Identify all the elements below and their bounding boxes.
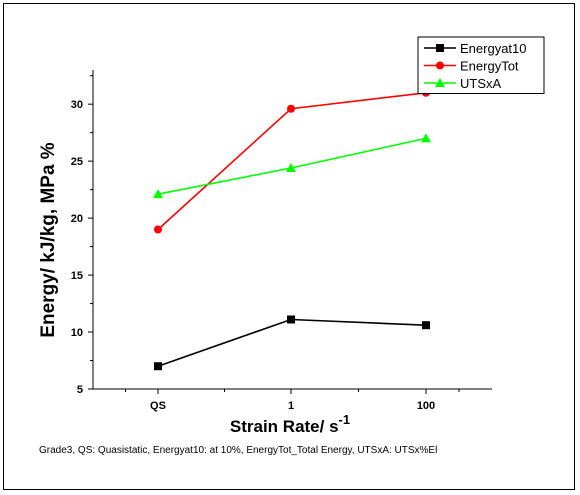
legend-marker bbox=[435, 78, 445, 87]
axes: 5 10 15 20 25 30 QS 1 100 bbox=[71, 70, 492, 412]
legend-label: UTSxA bbox=[460, 76, 502, 91]
chart-caption: Grade3, QS: Quasistatic, Energyat10: at … bbox=[39, 445, 437, 456]
y-tick-label: 10 bbox=[71, 327, 83, 339]
y-tick-label: 25 bbox=[71, 156, 83, 168]
y-tick-label: 15 bbox=[71, 270, 83, 282]
legend-label: EnergyTot bbox=[460, 59, 519, 74]
x-tick-label: 1 bbox=[288, 400, 294, 412]
data-point-energyat10 bbox=[422, 321, 430, 330]
x-axis-title-superscript: -1 bbox=[339, 412, 351, 427]
data-point-utsxa bbox=[286, 162, 296, 172]
legend-marker bbox=[436, 44, 444, 52]
series-line-energyat10 bbox=[157, 318, 427, 367]
series-layer bbox=[153, 88, 431, 371]
series-line-energytot bbox=[157, 91, 427, 231]
x-tick-label: QS bbox=[150, 400, 166, 412]
x-axis-title: Strain Rate/ s-1 bbox=[230, 412, 350, 436]
x-axis-title-text: Strain Rate/ s bbox=[230, 417, 339, 436]
data-point-utsxa bbox=[421, 133, 431, 143]
legend: Energyat10 EnergyTot UTSxA bbox=[417, 36, 545, 94]
x-tick-label: 100 bbox=[417, 400, 435, 412]
data-point-energytot bbox=[287, 104, 295, 113]
y-tick-label: 20 bbox=[71, 213, 83, 225]
data-point-energyat10 bbox=[287, 315, 295, 324]
y-tick-label: 30 bbox=[71, 99, 83, 111]
series-utsxa bbox=[153, 133, 431, 199]
y-tick-label: 5 bbox=[77, 384, 83, 396]
data-point-energytot bbox=[154, 225, 162, 234]
data-point-energyat10 bbox=[154, 362, 162, 371]
data-point-utsxa bbox=[153, 189, 163, 199]
series-energytot bbox=[154, 88, 430, 234]
legend-marker bbox=[436, 61, 444, 70]
series-energyat10 bbox=[154, 315, 430, 371]
y-axis-title: Energy/ kJ/kg, MPa % bbox=[38, 142, 59, 337]
legend-label: Energyat10 bbox=[460, 41, 527, 56]
